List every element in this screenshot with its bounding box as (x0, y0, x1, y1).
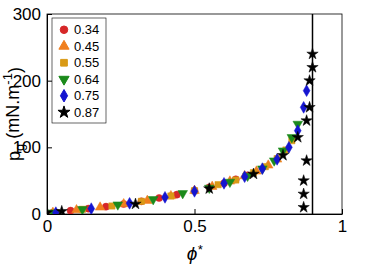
legend-marker (60, 26, 68, 34)
point (301, 115, 312, 126)
data-layer (47, 14, 318, 214)
point (303, 85, 310, 97)
point (307, 61, 318, 72)
point (307, 48, 318, 59)
point (178, 191, 188, 199)
legend-marker (60, 90, 67, 102)
x-tick-label: 0 (43, 217, 52, 236)
point (78, 207, 88, 214)
legend-marker (59, 40, 69, 49)
point (292, 131, 303, 142)
legend-label: 0.55 (74, 55, 99, 70)
point (259, 163, 266, 175)
plot-area: 00.5101002003000.340.450.550.640.750.87 (13, 5, 348, 236)
y-axis-line (47, 15, 48, 215)
series (52, 85, 310, 214)
legend-box (52, 18, 106, 123)
point (191, 185, 198, 197)
series (48, 154, 282, 214)
point (298, 201, 309, 212)
x-tick: 0.5 (183, 209, 207, 236)
chart: 00.5101002003000.340.450.550.640.750.87ϕ… (0, 0, 373, 268)
point (304, 75, 315, 86)
legend-marker (61, 59, 68, 66)
point (204, 183, 215, 194)
y-tick: 300 (13, 5, 52, 24)
point (130, 198, 141, 209)
x-tick-mark (342, 209, 343, 214)
series (47, 48, 318, 214)
x-tick-label: 0.5 (183, 217, 207, 236)
reference-line (312, 14, 314, 214)
legend-label: 0.64 (74, 72, 99, 87)
point (221, 177, 228, 189)
legend-label: 0.87 (74, 105, 99, 120)
point (95, 202, 105, 210)
y-tick-mark (47, 14, 52, 15)
y-tick: 0 (32, 205, 52, 224)
point (168, 193, 174, 199)
y-tick-mark (47, 147, 52, 148)
x-tick-label: 1 (338, 217, 347, 236)
point (113, 202, 123, 210)
point (277, 149, 288, 160)
legend-marker (59, 76, 69, 85)
x-axis-line (48, 214, 343, 215)
series (53, 138, 295, 214)
point (162, 191, 169, 203)
point (304, 101, 315, 112)
legend-label: 0.34 (74, 22, 99, 37)
legend: 0.34 0.450.55 0.640.75 0.87 (52, 18, 106, 123)
y-axis-title: pg (mN.m-1) (0, 67, 27, 161)
legend-marker (58, 106, 70, 117)
point (286, 141, 293, 153)
y-tick-label: 0 (32, 205, 41, 224)
series (49, 172, 251, 214)
plot-frame (47, 14, 342, 214)
point (56, 205, 67, 214)
point (301, 155, 312, 166)
x-tick-mark (195, 209, 196, 214)
point (298, 188, 309, 199)
legend-label: 0.45 (74, 39, 99, 54)
point (298, 175, 309, 186)
x-tick: 1 (338, 209, 347, 236)
series (48, 121, 302, 214)
point (47, 207, 53, 214)
point (248, 168, 259, 179)
y-tick-mark (47, 214, 52, 215)
x-axis: 00.51 (43, 209, 347, 236)
y-tick-mark (47, 81, 52, 82)
point (241, 171, 248, 183)
x-axis-title: ϕ* (187, 242, 204, 265)
point (148, 197, 158, 205)
point (88, 203, 95, 214)
point (215, 182, 221, 188)
legend-label: 0.75 (74, 88, 99, 103)
y-tick-label: 300 (13, 5, 41, 24)
